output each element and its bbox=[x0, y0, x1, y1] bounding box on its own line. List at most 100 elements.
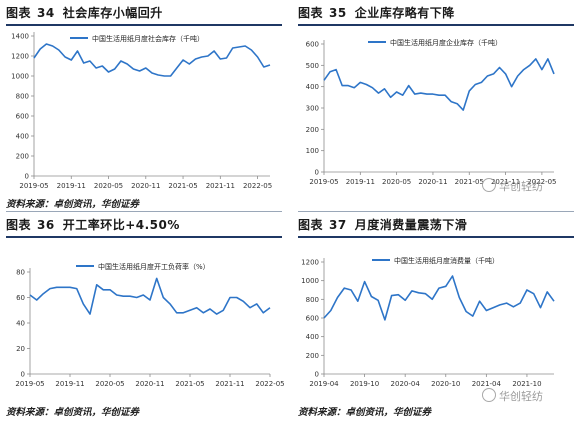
x-tick-label: 2021-11 bbox=[491, 178, 520, 186]
x-tick-label: 2020-05 bbox=[94, 182, 123, 190]
x-tick-label: 2019-10 bbox=[350, 380, 379, 388]
x-tick-label: 2021-05 bbox=[175, 380, 204, 388]
chart-panel-34: 图表 34 社会库存小幅回升 0 200 400 600 800 1000 1200 1400 20… bbox=[0, 0, 288, 212]
legend-label: 中国生活用纸月度企业库存（千吨） bbox=[390, 38, 502, 47]
y-tick-label: 100 bbox=[306, 147, 319, 155]
y-tick-label: 80 bbox=[16, 269, 25, 277]
y-tick-label: 0 bbox=[315, 169, 319, 177]
watermark: 华创轻纺 bbox=[482, 388, 543, 404]
chart-panel-35: 图表 35 企业库存略有下降 0 100 200 300 400 500 600 2019-05 2… bbox=[292, 0, 580, 212]
figure-caption: 月度消费量震荡下滑 bbox=[354, 218, 468, 232]
y-tick-label: 300 bbox=[306, 105, 319, 113]
x-tick-label: 2020-11 bbox=[131, 182, 160, 190]
figure-caption: 社会库存小幅回升 bbox=[62, 6, 163, 20]
source-note: 资料来源：卓创资讯，华创证券 bbox=[6, 407, 140, 418]
watermark-text: 华创轻纺 bbox=[499, 390, 543, 403]
chart-panel-37: 图表 37 月度消费量震荡下滑 0 200 400 600 800 1000 1200 2019-… bbox=[292, 212, 580, 424]
x-tick-label: 2021-11 bbox=[206, 182, 235, 190]
y-tick-label: 0 bbox=[21, 371, 25, 379]
x-tick-label: 2022-05 bbox=[243, 182, 272, 190]
x-tick-label: 2021-05 bbox=[455, 178, 484, 186]
line-chart: 0 200 400 600 800 1000 1200 1400 2019-05 2019-11 2… bbox=[11, 32, 272, 190]
title-rule bbox=[6, 24, 282, 26]
y-tick-label: 600 bbox=[306, 41, 319, 49]
source-rule bbox=[6, 211, 282, 212]
series-line bbox=[323, 58, 555, 111]
x-tick-label: 2022-05 bbox=[527, 178, 556, 186]
y-tick-label: 40 bbox=[16, 320, 25, 328]
figure-label: 图表 bbox=[6, 6, 32, 20]
x-tick-label: 2019-11 bbox=[55, 380, 84, 388]
y-tick-label: 500 bbox=[306, 62, 319, 70]
y-tick-label: 1000 bbox=[301, 277, 319, 285]
x-tick-label: 2020-05 bbox=[95, 380, 124, 388]
figure-title: 图表 37 月度消费量震荡下滑 bbox=[298, 216, 467, 233]
y-tick-label: 400 bbox=[306, 333, 319, 341]
x-tick-label: 2019-11 bbox=[57, 182, 86, 190]
y-tick-label: 200 bbox=[306, 126, 319, 134]
legend-label: 中国生活用纸月度开工负荷率（%） bbox=[98, 262, 210, 271]
y-tick-label: 0 bbox=[25, 173, 29, 181]
figure-number: 34 bbox=[37, 6, 55, 20]
x-tick-label: 2019-05 bbox=[309, 178, 338, 186]
line-chart: 0 100 200 300 400 500 600 2019-05 2019-11 2020-05… bbox=[306, 38, 557, 186]
line-chart: 0 200 400 600 800 1000 1200 2019-04 2019-10 2020-… bbox=[301, 256, 555, 388]
y-tick-label: 800 bbox=[306, 296, 319, 304]
x-tick-label: 2021-05 bbox=[168, 182, 197, 190]
y-tick-label: 1200 bbox=[301, 259, 319, 267]
x-tick-label: 2019-05 bbox=[15, 380, 44, 388]
x-tick-label: 2019-04 bbox=[309, 380, 339, 388]
y-tick-label: 0 bbox=[315, 371, 319, 379]
figure-label: 图表 bbox=[298, 6, 324, 20]
y-tick-label: 1400 bbox=[11, 33, 29, 41]
legend-label: 中国生活用纸月度消费量（千吨） bbox=[394, 256, 499, 265]
x-tick-label: 2021-11 bbox=[215, 380, 244, 388]
y-tick-label: 400 bbox=[16, 133, 29, 141]
watermark-text: 华创轻纺 bbox=[499, 180, 543, 193]
y-tick-label: 600 bbox=[306, 315, 319, 323]
y-tick-label: 20 bbox=[16, 345, 25, 353]
watermark: 华创轻纺 bbox=[482, 178, 543, 194]
source-rule bbox=[298, 211, 574, 212]
y-tick-label: 1200 bbox=[11, 53, 29, 61]
x-tick-label: 2022-05 bbox=[255, 380, 284, 388]
figure-title: 图表 36 开工率环比+4.50% bbox=[6, 216, 180, 233]
title-rule bbox=[298, 236, 574, 238]
wechat-icon bbox=[482, 178, 496, 192]
x-tick-label: 2020-11 bbox=[418, 178, 447, 186]
y-tick-label: 600 bbox=[16, 113, 29, 121]
figure-number: 36 bbox=[37, 218, 55, 232]
line-chart: 0 20 40 60 80 2019-05 2019-11 2020-05 2020-11 202… bbox=[15, 262, 284, 388]
figure-label: 图表 bbox=[298, 218, 324, 232]
x-tick-label: 2019-11 bbox=[346, 178, 375, 186]
figure-caption: 企业库存略有下降 bbox=[354, 6, 455, 20]
x-tick-label: 2020-05 bbox=[382, 178, 411, 186]
x-tick-label: 2019-05 bbox=[19, 182, 48, 190]
x-tick-label: 2020-04 bbox=[391, 380, 421, 388]
y-tick-label: 60 bbox=[16, 294, 25, 302]
wechat-icon bbox=[482, 388, 496, 402]
figure-label: 图表 bbox=[6, 218, 32, 232]
figure-title: 图表 34 社会库存小幅回升 bbox=[6, 4, 163, 21]
y-tick-label: 200 bbox=[16, 153, 29, 161]
legend-label: 中国生活用纸月度社会库存（千吨） bbox=[92, 34, 204, 43]
title-rule bbox=[6, 236, 282, 238]
source-note: 资料来源：卓创资讯，华创证券 bbox=[298, 407, 432, 418]
y-tick-label: 400 bbox=[306, 83, 319, 91]
figure-number: 37 bbox=[329, 218, 347, 232]
source-note: 资料来源：卓创资讯，华创证券 bbox=[6, 199, 140, 210]
x-tick-label: 2020-10 bbox=[431, 380, 460, 388]
title-rule bbox=[298, 24, 574, 26]
series-line bbox=[29, 277, 271, 315]
x-tick-label: 2021-10 bbox=[512, 380, 541, 388]
figure-title: 图表 35 企业库存略有下降 bbox=[298, 4, 455, 21]
y-tick-label: 200 bbox=[306, 352, 319, 360]
figure-number: 35 bbox=[329, 6, 347, 20]
x-tick-label: 2021-04 bbox=[472, 380, 502, 388]
x-tick-label: 2020-11 bbox=[135, 380, 164, 388]
figure-caption: 开工率环比+4.50% bbox=[62, 218, 180, 232]
y-tick-label: 1000 bbox=[11, 73, 29, 81]
series-line bbox=[323, 275, 555, 321]
chart-panel-36: 图表 36 开工率环比+4.50% 0 20 40 60 80 2019-05 2019-11 2… bbox=[0, 212, 288, 424]
series-line bbox=[33, 43, 271, 77]
